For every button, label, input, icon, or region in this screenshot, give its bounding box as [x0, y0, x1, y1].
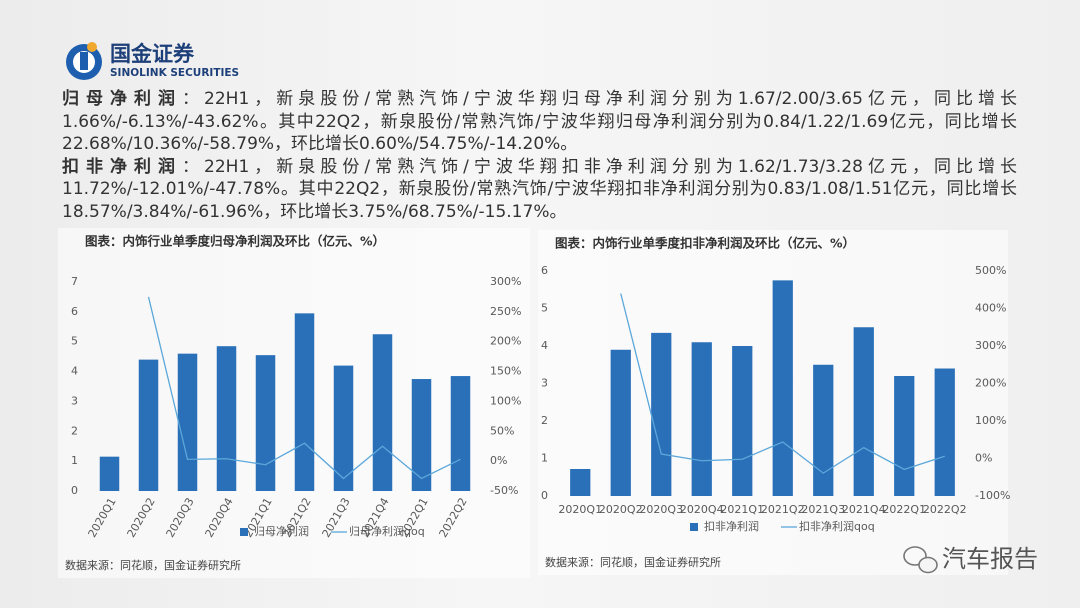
- bar: [691, 342, 712, 496]
- x-tick-label: 2020Q2: [599, 503, 643, 516]
- y2-tick-label: 50%: [490, 424, 514, 437]
- y2-tick-label: 400%: [975, 302, 1006, 315]
- y-tick-label: 3: [71, 394, 78, 407]
- paragraph-label: 归母净利润: [62, 89, 183, 109]
- bar: [294, 313, 315, 491]
- y-tick-label: 7: [71, 275, 78, 288]
- legend-label: 扣非净利润: [704, 519, 759, 533]
- bar: [255, 355, 276, 491]
- paragraph: 扣非净利润：22H1，新泉股份/常熟汽饰/宁波华翔扣非净利润分别为1.62/1.…: [62, 156, 1017, 224]
- paragraph-label: 扣非净利润: [62, 156, 183, 177]
- y-tick-label: 0: [71, 484, 78, 497]
- y2-tick-label: -50%: [490, 484, 518, 497]
- bar: [610, 349, 631, 496]
- x-tick-label: 2022Q1: [882, 503, 926, 516]
- y2-tick-label: 200%: [490, 335, 521, 348]
- y2-tick-label: 150%: [490, 365, 521, 378]
- bar: [372, 334, 393, 491]
- y-tick-label: 4: [71, 365, 78, 378]
- x-tick-label: 2021Q4: [842, 503, 886, 516]
- watermark: 汽车报告: [942, 545, 1038, 573]
- wechat-icon: [903, 546, 938, 574]
- bar: [177, 353, 198, 491]
- y-tick-label: 1: [71, 454, 78, 467]
- bar: [333, 365, 354, 491]
- y2-tick-label: 300%: [490, 275, 521, 288]
- line: [147, 296, 461, 480]
- y2-tick-label: -100%: [975, 489, 1010, 502]
- paragraph-text: ：22H1，新泉股份/常熟汽饰/宁波华翔扣非净利润分别为1.62/1.73/3.…: [62, 156, 1017, 222]
- bar: [450, 376, 471, 491]
- logo: [66, 42, 102, 80]
- legend-label: 归母净利润qoq: [349, 524, 425, 538]
- source-note: 数据来源：同花顺，国金证券研究所: [545, 555, 721, 569]
- x-tick-label: 2020Q4: [680, 503, 724, 516]
- bar: [934, 368, 955, 496]
- y-tick-label: 1: [541, 452, 548, 465]
- y2-tick-label: 0%: [490, 454, 507, 467]
- x-tick-label: 2020Q3: [639, 503, 683, 516]
- x-tick-label: 2021Q1: [720, 503, 764, 516]
- legend-swatch: [690, 523, 698, 531]
- y-tick-label: 4: [541, 339, 548, 352]
- y2-tick-label: 500%: [975, 264, 1006, 277]
- y-tick-label: 2: [71, 424, 78, 437]
- y-tick-label: 2: [541, 414, 548, 427]
- x-tick-label: 2021Q2: [761, 503, 805, 516]
- body-text: 归母净利润：22H1，新泉股份/常熟汽饰/宁波华翔归母净利润分别为1.67/2.…: [62, 88, 1017, 223]
- bar: [732, 346, 753, 496]
- chart-title: 图表：内饰行业单季度扣非净利润及环比（亿元、%）: [555, 236, 855, 251]
- legend-label: 归母净利润: [254, 524, 309, 538]
- y2-tick-label: 100%: [490, 394, 521, 407]
- bar: [570, 469, 591, 496]
- y2-tick-label: 0%: [975, 452, 992, 465]
- x-tick-label: 2020Q1: [558, 503, 602, 516]
- y-tick-label: 0: [541, 489, 548, 502]
- logo-name-en: SINOLINK SECURITIES: [110, 67, 239, 79]
- y2-tick-label: 100%: [975, 414, 1006, 427]
- y2-tick-label: 200%: [975, 377, 1006, 390]
- bar: [772, 280, 793, 496]
- bar: [411, 379, 432, 491]
- bar: [894, 376, 915, 496]
- paragraph: 归母净利润：22H1，新泉股份/常熟汽饰/宁波华翔归母净利润分别为1.67/2.…: [62, 88, 1017, 156]
- legend-swatch: [240, 528, 248, 536]
- bar: [138, 359, 159, 491]
- bar: [651, 332, 672, 496]
- bar: [216, 346, 237, 491]
- line: [620, 293, 945, 474]
- y2-tick-label: 250%: [490, 305, 521, 318]
- y-tick-label: 6: [71, 305, 78, 318]
- y-tick-label: 3: [541, 377, 548, 390]
- chart-title: 图表：内饰行业单季度归母净利润及环比（亿元、%）: [85, 234, 385, 249]
- y-tick-label: 5: [541, 302, 548, 315]
- x-tick-label: 2021Q3: [801, 503, 845, 516]
- bar: [99, 456, 120, 491]
- x-tick-label: 2022Q2: [923, 503, 967, 516]
- y-tick-label: 5: [71, 335, 78, 348]
- legend-label: 扣非净利润qoq: [799, 519, 875, 533]
- bar: [813, 364, 834, 496]
- logo-name: 国金证券: [110, 42, 195, 66]
- y-tick-label: 6: [541, 264, 548, 277]
- y2-tick-label: 300%: [975, 339, 1006, 352]
- source-note: 数据来源：同花顺，国金证券研究所: [65, 558, 241, 572]
- paragraph-text: ：22H1，新泉股份/常熟汽饰/宁波华翔归母净利润分别为1.67/2.00/3.…: [62, 89, 1017, 154]
- bar: [853, 327, 874, 496]
